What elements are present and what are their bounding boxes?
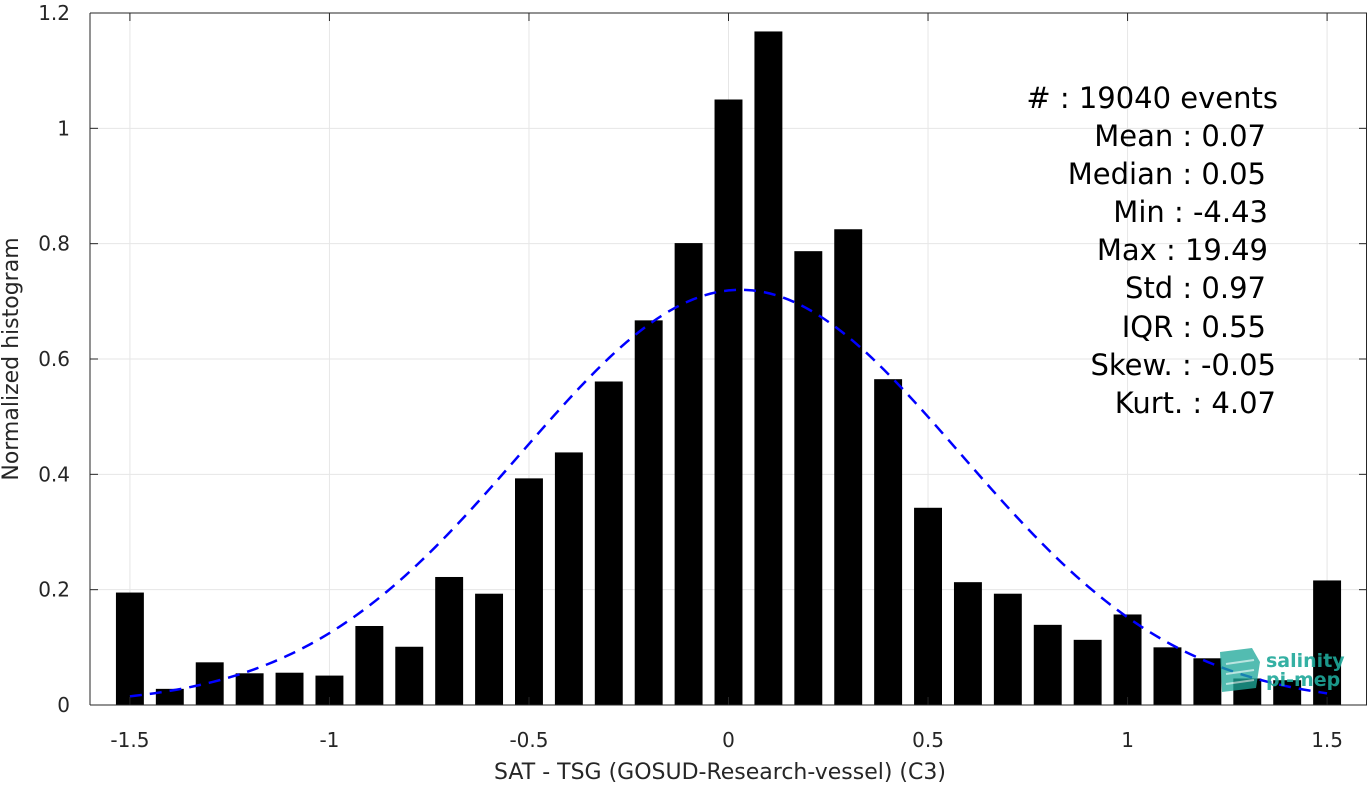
stats-mean: Mean : 0.07: [1094, 119, 1266, 153]
y-tick-label: 1.2: [38, 1, 70, 25]
stats-box: # : 19040 events Mean : 0.07 Median : 0.…: [1026, 81, 1278, 420]
stats-median: Median : 0.05: [1068, 157, 1266, 191]
histogram-bar: [395, 646, 424, 705]
stats-skew: Skew. : -0.05: [1090, 348, 1276, 382]
histogram-bar: [1153, 647, 1182, 705]
logo-emblem-stripe-icon: [1225, 659, 1255, 685]
histogram-bar: [1193, 658, 1222, 705]
histogram-bar: [515, 478, 543, 705]
y-tick-label: 1: [57, 116, 70, 140]
gaussian-fit-curve: [129, 288, 1328, 698]
histogram-bar: [754, 31, 783, 706]
logo-text-line1: salinity: [1266, 650, 1345, 672]
histogram-bar: [714, 99, 743, 705]
x-axis-label: SAT - TSG (GOSUD-Research-vessel) (C3): [494, 760, 946, 785]
salinity-pimep-logo: salinity pi-mep: [1220, 648, 1345, 692]
y-tick-label: 0.8: [38, 232, 70, 256]
x-tick-label: 1.5: [1311, 728, 1343, 752]
stats-std: Std : 0.97: [1125, 271, 1266, 305]
histogram-bar: [1273, 680, 1302, 705]
histogram-bar: [953, 582, 982, 705]
histogram-bar: [1033, 624, 1062, 705]
histogram-bar: [1313, 580, 1342, 705]
y-axis-label: Normalized histogram: [0, 237, 24, 480]
histogram-bar: [674, 243, 703, 705]
histogram-bar: [435, 576, 464, 705]
histogram-bar: [355, 625, 384, 705]
histogram-bar: [634, 320, 663, 705]
x-tick-label: 0: [722, 728, 735, 752]
y-tick-label: 0.4: [38, 462, 70, 486]
tick-labels: -1.5 -1 -0.5 0 0.5 1 1.5 0 0.2 0.4 0.6 0.8 1 1.2: [38, 1, 1343, 752]
x-tick-label: 1: [1121, 728, 1134, 752]
y-tick-label: 0.6: [38, 347, 70, 371]
histogram-bar: [115, 592, 144, 705]
histogram-bar: [155, 688, 184, 705]
x-tick-label: -1: [319, 728, 339, 752]
stats-min: Min : -4.43: [1113, 195, 1268, 229]
histogram-bar: [993, 593, 1022, 705]
y-tick-label: 0: [57, 693, 70, 717]
histogram-bars: [115, 31, 1342, 706]
histogram-bar: [1073, 639, 1102, 705]
histogram-bar: [834, 229, 863, 705]
histogram-bar: [275, 672, 304, 705]
histogram-bar: [594, 381, 623, 705]
stats-events: # : 19040 events: [1026, 81, 1278, 115]
x-tick-label: 0.5: [912, 728, 944, 752]
histogram-bar: [874, 379, 903, 705]
stats-max: Max : 19.49: [1097, 233, 1268, 267]
histogram-bar: [554, 452, 583, 705]
stats-kurt: Kurt. : 4.07: [1115, 386, 1276, 420]
histogram-bar: [475, 593, 504, 705]
histogram-bar: [235, 673, 264, 705]
x-tick-label: -1.5: [110, 728, 149, 752]
y-tick-label: 0.2: [38, 578, 70, 602]
histogram-bar: [794, 251, 823, 705]
logo-text-line2: pi-mep: [1266, 669, 1340, 691]
stats-iqr: IQR : 0.55: [1122, 310, 1266, 344]
histogram-bar: [1113, 614, 1142, 705]
histogram-bar: [914, 507, 942, 705]
x-tick-label: -0.5: [509, 728, 548, 752]
